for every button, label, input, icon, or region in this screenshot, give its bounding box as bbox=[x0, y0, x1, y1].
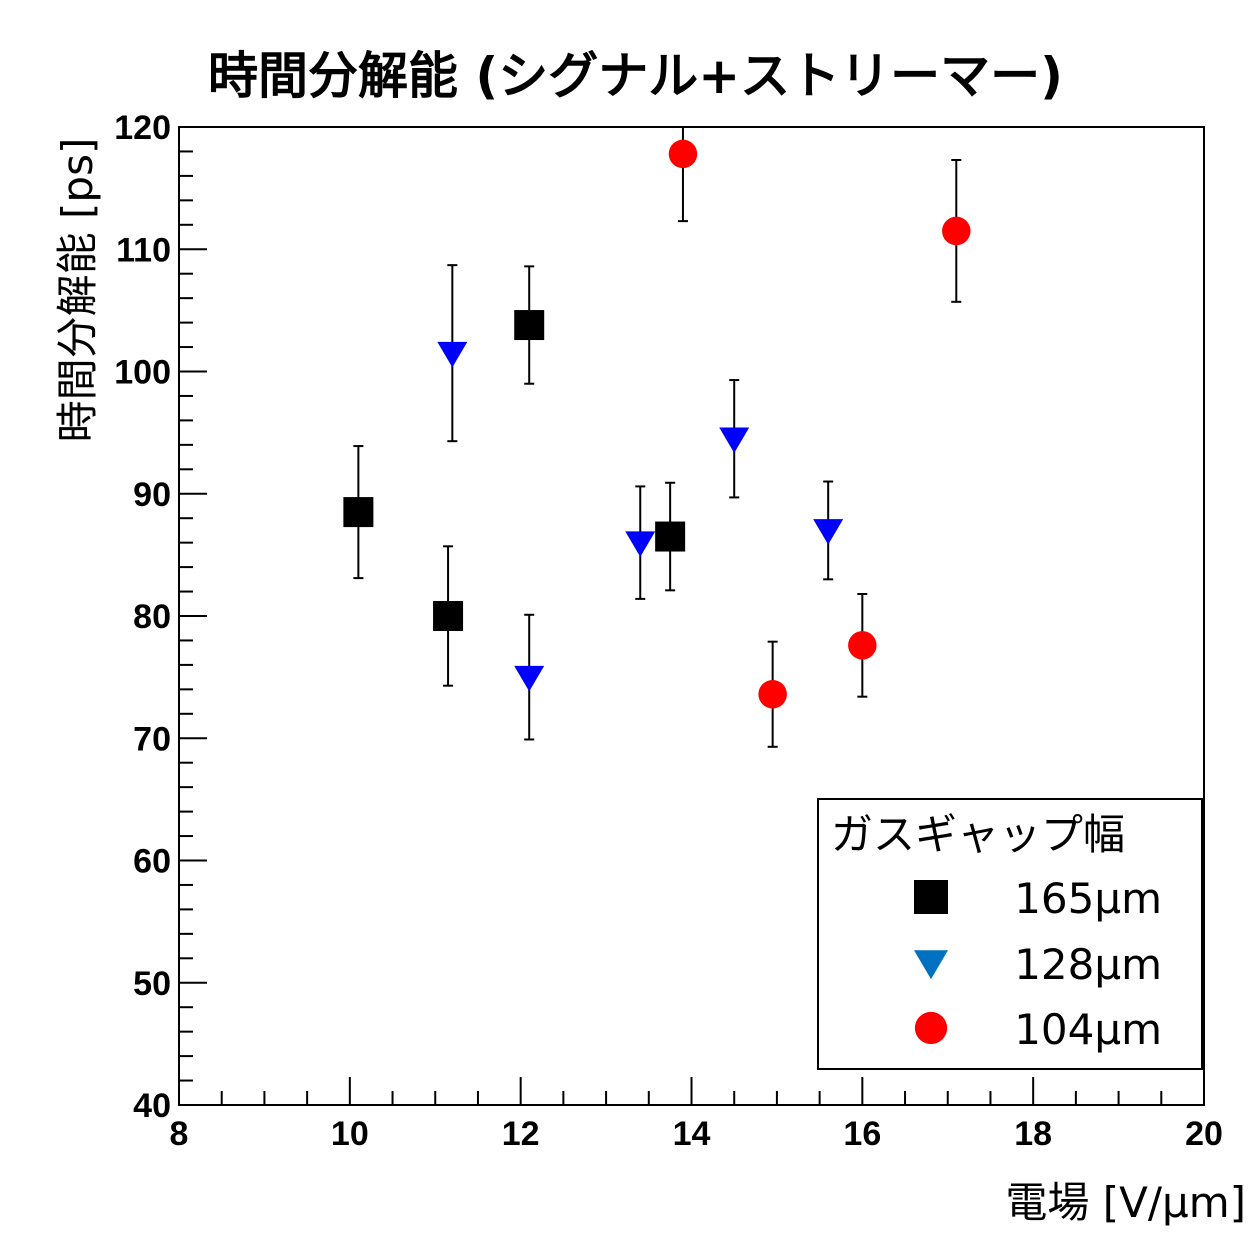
chart-title: 時間分解能 (シグナル+ストリーマー) bbox=[208, 47, 1063, 105]
data-point bbox=[758, 679, 787, 709]
data-point bbox=[655, 521, 686, 552]
y-tick-labels: 40 50 60 70 80 90 100 110 120 bbox=[114, 109, 171, 1125]
data-point bbox=[433, 601, 464, 631]
x-tick-label: 14 bbox=[673, 1115, 711, 1153]
legend-label: 104μm bbox=[1014, 1005, 1162, 1054]
legend-marker bbox=[914, 880, 948, 914]
series-2 bbox=[668, 126, 971, 748]
y-tick-label: 60 bbox=[133, 843, 171, 881]
data-point bbox=[514, 310, 545, 341]
y-tick-label: 40 bbox=[133, 1087, 171, 1125]
data-point bbox=[942, 216, 971, 246]
legend-title: ガスギャップ幅 bbox=[831, 810, 1125, 859]
x-tick-labels: 8 10 12 14 16 18 20 bbox=[170, 1115, 1223, 1153]
y-tick-label: 80 bbox=[133, 598, 171, 636]
legend-label: 128μm bbox=[1014, 940, 1162, 989]
data-point bbox=[625, 531, 656, 557]
x-tick-label: 20 bbox=[1185, 1115, 1223, 1153]
axis-ticks bbox=[178, 126, 1205, 1106]
data-point bbox=[813, 519, 844, 545]
legend-marker bbox=[914, 950, 948, 980]
y-tick-label: 100 bbox=[114, 354, 171, 392]
series-1 bbox=[437, 264, 844, 741]
x-tick-label: 10 bbox=[331, 1115, 369, 1153]
data-points bbox=[343, 126, 971, 748]
x-tick-label: 12 bbox=[502, 1115, 540, 1153]
data-point bbox=[437, 341, 468, 368]
data-point bbox=[848, 631, 877, 660]
data-point bbox=[719, 427, 750, 453]
data-point bbox=[668, 139, 698, 169]
legend: ガスギャップ幅 165μm 128μm 104μm bbox=[817, 798, 1203, 1070]
y-tick-label: 120 bbox=[114, 109, 171, 147]
y-tick-label: 50 bbox=[133, 965, 171, 1003]
legend-label: 165μm bbox=[1014, 874, 1162, 923]
series-0 bbox=[343, 265, 686, 687]
y-tick-label: 90 bbox=[133, 476, 171, 514]
data-point bbox=[343, 497, 374, 528]
data-point bbox=[514, 665, 545, 692]
x-axis-label: 電場 [V/μm] bbox=[1005, 1178, 1246, 1227]
y-tick-label: 70 bbox=[133, 720, 171, 758]
legend-items: 165μm 128μm 104μm bbox=[914, 874, 1162, 1054]
x-tick-label: 16 bbox=[843, 1115, 881, 1153]
legend-marker bbox=[914, 1011, 948, 1045]
x-tick-label: 18 bbox=[1014, 1115, 1052, 1153]
legend-box bbox=[817, 798, 1203, 1070]
y-axis-label: 時間分解能 [ps] bbox=[53, 138, 102, 443]
y-tick-label: 110 bbox=[116, 231, 171, 269]
x-tick-label: 8 bbox=[170, 1115, 189, 1153]
